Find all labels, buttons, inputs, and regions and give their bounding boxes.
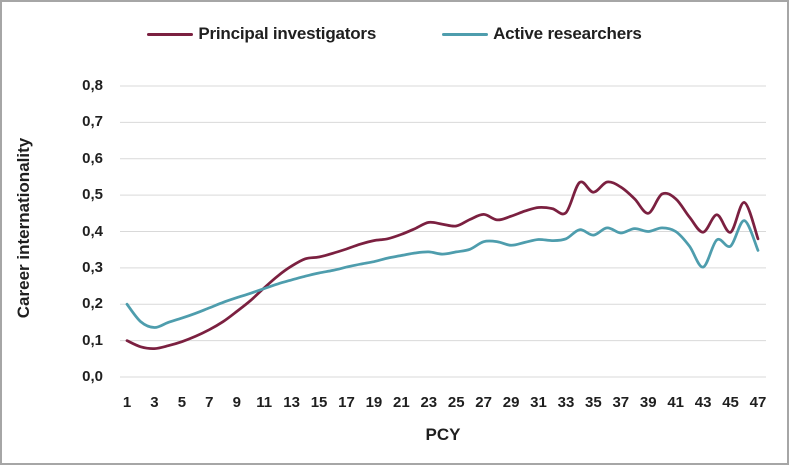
x-tick-label: 13 — [283, 394, 300, 411]
x-tick-label: 27 — [475, 394, 492, 411]
x-tick-label: 19 — [365, 394, 383, 411]
y-tick-label: 0,8 — [82, 77, 103, 94]
y-tick-label: 0,5 — [82, 186, 103, 204]
x-tick-label: 11 — [256, 394, 273, 411]
x-tick-label: 3 — [150, 394, 159, 411]
x-tick-label: 25 — [447, 394, 465, 411]
x-tick-label: 35 — [585, 394, 602, 411]
x-tick-label: 45 — [722, 394, 739, 411]
y-tick-label: 0,4 — [82, 222, 103, 240]
x-tick-label: 37 — [612, 394, 630, 411]
legend: Principal investigators Active researche… — [2, 24, 787, 44]
x-tick-label: 5 — [177, 394, 187, 411]
x-tick-label: 33 — [557, 394, 575, 411]
x-tick-label: 7 — [205, 394, 214, 411]
x-tick-label: 23 — [420, 394, 438, 411]
legend-label-active-researchers: Active researchers — [493, 24, 642, 43]
legend-line-swatch-active-researchers — [442, 32, 489, 36]
x-tick-label: 39 — [639, 394, 657, 411]
x-tick-label: 1 — [122, 394, 132, 411]
legend-line-swatch-principal-investigators — [147, 32, 194, 36]
legend-label-principal-investigators: Principal investigators — [198, 24, 377, 43]
x-tick-label: 41 — [667, 394, 685, 411]
x-tick-label: 47 — [749, 394, 767, 411]
x-tick-label: 29 — [502, 394, 520, 411]
legend-item-active-researchers: Active researchers — [442, 24, 642, 44]
series-line-active-researchers — [125, 219, 760, 329]
x-tick-label: 31 — [530, 394, 547, 411]
legend-item-principal-investigators: Principal investigators — [147, 24, 376, 44]
x-tick-label: 43 — [694, 394, 712, 411]
x-axis-title: PCY — [425, 425, 461, 444]
x-tick-label: 9 — [232, 394, 241, 411]
x-tick-label: 21 — [393, 394, 410, 411]
series-line-principal-investigators — [125, 180, 760, 351]
y-tick-label: 0,1 — [82, 331, 103, 349]
x-tick-label: 17 — [338, 394, 355, 411]
x-tick-label: 15 — [310, 394, 328, 411]
y-tick-label: 0,3 — [82, 258, 103, 276]
y-tick-label: 0,6 — [82, 149, 103, 167]
y-tick-label: 0,2 — [82, 295, 103, 313]
y-tick-label: 0,7 — [82, 113, 103, 131]
y-tick-label: 0,0 — [82, 368, 103, 385]
